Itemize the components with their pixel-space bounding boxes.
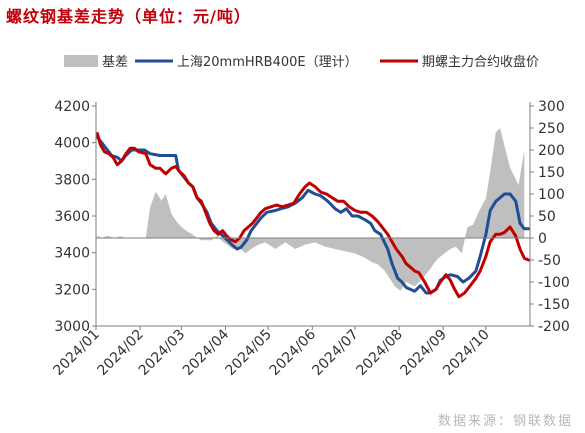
right-tick-label: 150 — [538, 165, 565, 181]
legend-label-basis: 基差 — [102, 55, 128, 70]
futures-price-line — [95, 132, 531, 299]
legend: 基差 上海20mmHRB400E（理计） 期螺主力合约收盘价 — [64, 54, 539, 70]
basis-area — [97, 128, 525, 291]
chart-title: 螺纹钢基差走势（单位：元/吨） — [6, 7, 251, 26]
left-tick-label: 3000 — [54, 319, 90, 335]
x-tick-label: 2024/05 — [223, 327, 275, 379]
data-source: 数据来源：钢联数据 — [437, 414, 573, 429]
legend-label-futures: 期螺主力合约收盘价 — [422, 54, 539, 70]
x-tick-label: 2024/03 — [136, 327, 188, 379]
left-tick-label: 3200 — [54, 282, 90, 298]
x-tick-label: 2024/10 — [440, 327, 492, 379]
right-tick-label: 100 — [538, 187, 565, 203]
x-tick-label: 2024/09 — [398, 327, 450, 379]
x-tick-label: 2024/07 — [309, 327, 361, 379]
right-tick-label: -100 — [538, 275, 570, 291]
price-lines-layer — [95, 132, 531, 299]
legend-label-spot: 上海20mmHRB400E（理计） — [177, 55, 358, 70]
right-tick-label: -50 — [538, 253, 561, 269]
right-tick-label: 200 — [538, 143, 565, 159]
left-tick-label: 4200 — [54, 99, 90, 115]
left-tick-label: 4000 — [54, 136, 90, 152]
basis-area-layer — [97, 128, 525, 291]
left-tick-label: 3800 — [54, 172, 90, 188]
right-tick-label: -150 — [538, 297, 570, 313]
right-tick-label: 0 — [538, 231, 547, 247]
left-tick-label: 3400 — [54, 246, 90, 262]
right-tick-label: 50 — [538, 209, 556, 225]
left-tick-label: 3600 — [54, 209, 90, 225]
spot-price-line — [95, 135, 531, 295]
x-tick-label: 2024/08 — [353, 327, 405, 379]
legend-swatch-basis — [64, 55, 98, 67]
x-tick-label: 2024/06 — [267, 326, 320, 379]
x-tick-label: 2024/04 — [180, 326, 233, 379]
right-tick-label: -200 — [538, 319, 570, 335]
right-tick-label: 250 — [538, 121, 565, 137]
right-tick-label: 300 — [538, 99, 565, 115]
